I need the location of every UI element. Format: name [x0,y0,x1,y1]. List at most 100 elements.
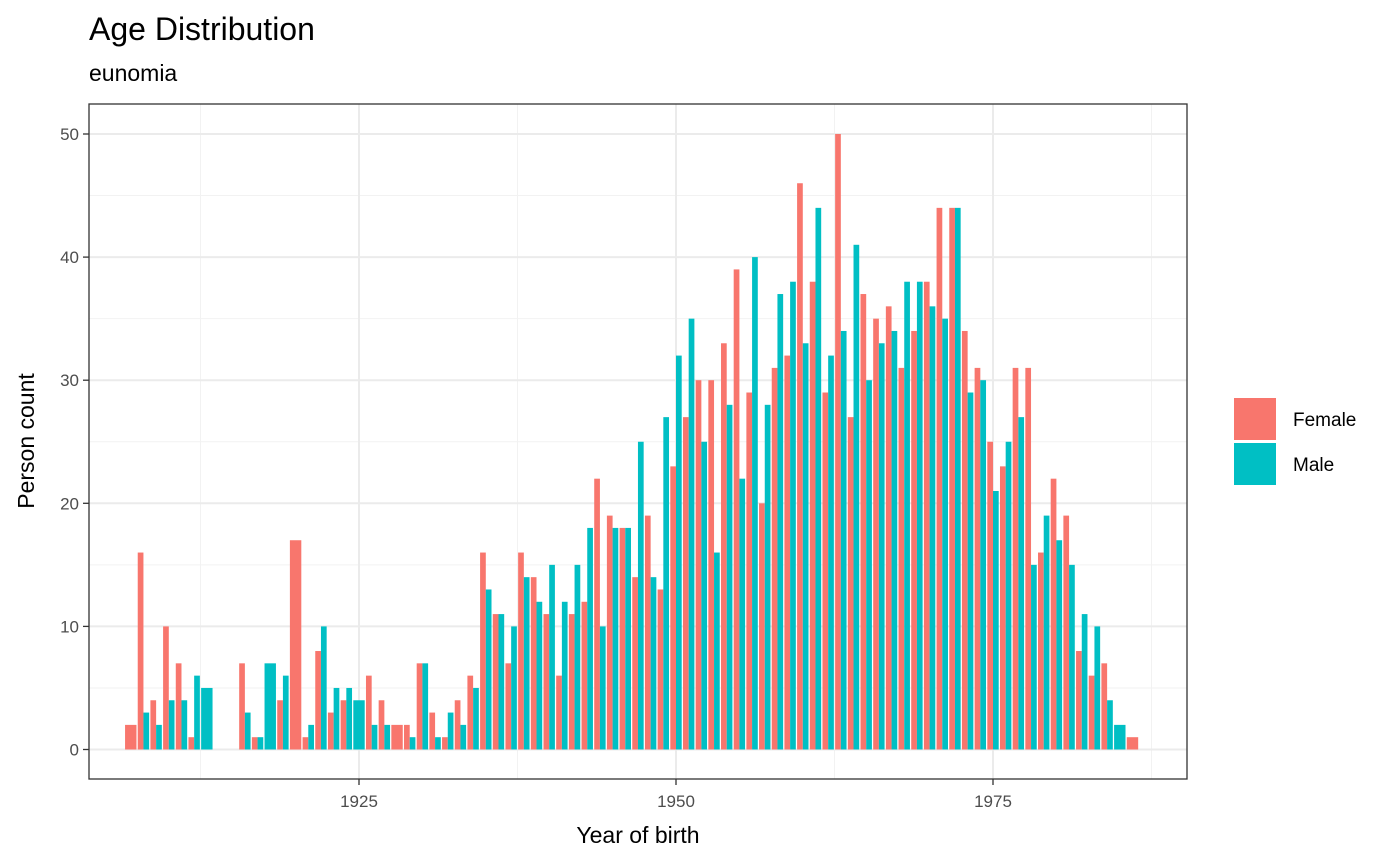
bar-male [739,478,746,750]
bar-male [599,626,606,750]
legend-label-female: Female [1293,410,1356,431]
bar-female [467,675,474,750]
bar-female [974,367,981,750]
bar-female [923,281,930,750]
bar-male [726,404,733,750]
bar-female [606,515,613,750]
bar-female [809,281,816,750]
bar-female [416,663,423,750]
bar-female [911,330,917,750]
bar-male [194,675,200,750]
bar-male [1005,441,1012,750]
bar-male [371,724,378,750]
bar-female [125,724,137,750]
bar-male [498,614,505,750]
bar-male [1094,626,1101,750]
bar-male [201,687,213,750]
bar-female [302,737,309,750]
bar-female [682,417,689,750]
bar-female [530,577,537,750]
bar-female [505,663,512,750]
bar-female [771,367,778,750]
bar-male [701,441,708,750]
bar-female [594,478,600,750]
bar-male [1114,724,1126,750]
bar-male [181,700,188,750]
bar-male [587,527,593,750]
bar-female [632,577,638,750]
bar-male [1081,614,1088,750]
bar-male [802,343,809,750]
bar-male [688,318,695,750]
legend-key-female [1234,398,1276,440]
bar-female [315,651,321,750]
bar-male [353,700,365,750]
bar-male [264,663,276,750]
bar-female [1088,675,1095,750]
bar-male [320,626,327,750]
bar-female [327,712,334,750]
bar-male [308,724,314,750]
bar-female [568,614,575,750]
bar-female [708,380,715,750]
x-tick-label: 1950 [657,792,695,811]
legend: Female Male [1234,398,1356,485]
bar-female [543,614,550,750]
bar-male [460,724,467,750]
bar-male [942,318,948,750]
y-tick-label: 40 [60,248,79,267]
bar-female [657,589,664,750]
y-tick-label: 0 [70,741,79,760]
bar-male [333,687,340,750]
bar-female [936,207,943,750]
bar-male [1018,417,1025,750]
bar-male [485,589,492,750]
chart-subtitle: eunomia [89,60,177,86]
bar-female [987,441,993,750]
legend-key-male [1234,443,1276,485]
bar-male [384,724,391,750]
chart-title: Age Distribution [89,11,315,47]
y-tick-label: 20 [60,494,79,513]
bar-male [625,527,631,750]
bar-female [391,724,403,750]
bar-female [1050,478,1057,750]
x-tick-label: 1975 [974,792,1012,811]
y-tick-label: 50 [60,125,79,144]
bar-male [878,343,885,750]
bar-female [556,675,562,750]
bar-female [188,737,195,750]
bar-female [289,540,302,750]
bar-male [650,577,657,750]
bar-female [721,343,727,750]
bar-female [1012,367,1019,750]
bar-female [365,675,372,750]
bar-female [949,207,955,750]
bar-female [340,700,347,750]
bar-female [137,552,144,750]
bar-male [828,355,834,750]
bar-female [835,134,841,750]
bar-male [549,564,555,750]
bar-female [746,392,753,750]
bar-male [663,417,670,750]
bar-female [175,663,182,750]
bar-male [1031,564,1037,750]
bar-male [523,577,530,750]
bar-female [581,601,588,750]
bar-female [454,700,461,750]
bar-male [156,724,162,750]
bar-female [163,626,169,750]
bar-male [282,675,289,750]
bar-male [511,626,517,750]
bar-male [244,712,251,750]
bar-male [980,380,987,750]
bar-male [993,490,999,750]
bar-male [929,306,936,750]
bar-male [714,552,720,750]
bar-female [797,183,803,750]
bar-male [967,392,974,750]
bar-male [637,441,644,750]
bar-male [346,687,353,750]
